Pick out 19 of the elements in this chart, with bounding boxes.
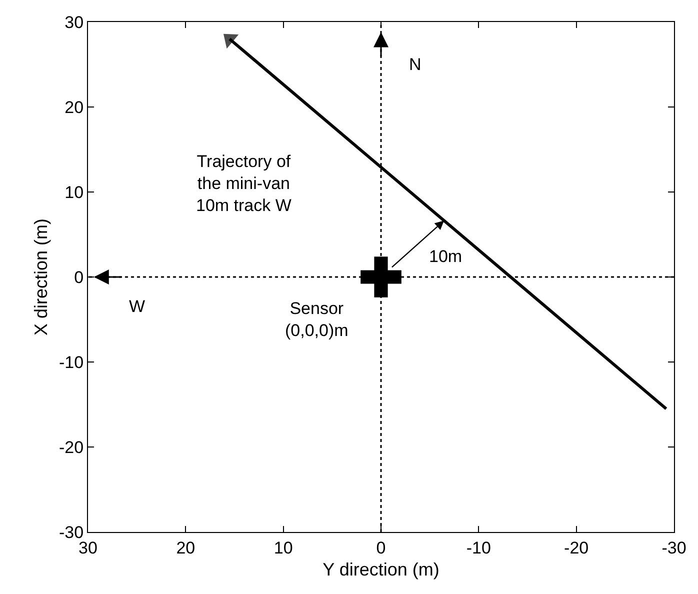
y-tick-label: 30 xyxy=(64,12,84,32)
x-tick-label: -20 xyxy=(564,538,589,558)
x-tick-label: -30 xyxy=(662,538,686,558)
y-tick-label: 10 xyxy=(64,182,84,202)
y-tick-label: 20 xyxy=(64,98,84,117)
y-tick-label: -10 xyxy=(59,352,84,372)
annotation: Trajectory of the mini-van 10m track W xyxy=(196,152,292,216)
x-axis-title: Y direction (m) xyxy=(322,560,440,580)
y-axis-title: X direction (m) xyxy=(31,218,52,336)
x-tick-label: 0 xyxy=(376,538,386,558)
x-tick-label: 20 xyxy=(176,538,196,558)
x-tick-label: -10 xyxy=(466,538,491,558)
y-tick-label: -20 xyxy=(59,438,84,457)
ref-line-label: W xyxy=(129,297,146,316)
y-tick-label: 0 xyxy=(74,268,84,287)
annotation: 10m xyxy=(429,247,462,266)
x-tick-label: 10 xyxy=(274,538,293,558)
ref-line-label: N xyxy=(409,55,422,74)
annotation: Sensor (0,0,0)m xyxy=(285,299,348,340)
